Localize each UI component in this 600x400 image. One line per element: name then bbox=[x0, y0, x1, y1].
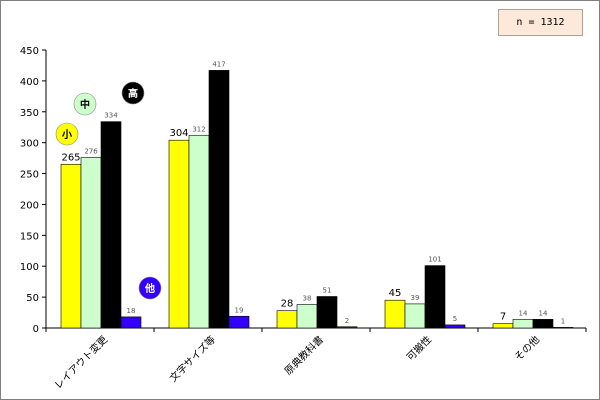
bar bbox=[384, 299, 406, 329]
y-tick-label: 50 bbox=[26, 293, 39, 304]
sample-size-box: n = 1312 bbox=[498, 9, 583, 36]
data-label: 334 bbox=[104, 112, 118, 120]
legend-label: 高 bbox=[128, 87, 138, 100]
data-label: 14 bbox=[539, 309, 548, 317]
data-label: 276 bbox=[84, 147, 98, 155]
y-tick-label: 400 bbox=[20, 77, 39, 88]
bar bbox=[296, 304, 318, 329]
bar bbox=[444, 324, 466, 329]
data-label: 38 bbox=[303, 295, 312, 303]
bar bbox=[100, 121, 122, 329]
y-tick-label: 0 bbox=[33, 324, 39, 335]
bar bbox=[208, 70, 230, 329]
y-tick-label: 350 bbox=[20, 108, 39, 119]
legend-bubble bbox=[55, 122, 79, 146]
category-label: レイアウト変更 bbox=[51, 333, 110, 392]
legend-label: 中 bbox=[80, 98, 90, 111]
bar bbox=[492, 323, 514, 329]
legend-bubble bbox=[73, 92, 97, 116]
y-tick-label: 300 bbox=[20, 139, 39, 150]
data-label: 39 bbox=[411, 294, 420, 302]
y-tick-label: 450 bbox=[20, 46, 39, 57]
bar bbox=[168, 139, 190, 329]
bar bbox=[336, 326, 358, 329]
bar bbox=[188, 134, 210, 329]
data-label: 28 bbox=[281, 299, 294, 310]
y-tick-label: 250 bbox=[20, 170, 39, 181]
bar bbox=[80, 157, 102, 329]
bar bbox=[404, 303, 426, 329]
bar bbox=[60, 163, 82, 329]
data-label: 14 bbox=[519, 309, 528, 317]
category-label: 原典教科書 bbox=[282, 333, 327, 378]
data-label: 51 bbox=[323, 286, 332, 294]
data-label: 304 bbox=[169, 128, 188, 139]
bar bbox=[276, 310, 298, 329]
data-label: 19 bbox=[235, 306, 244, 314]
legend-bubble bbox=[121, 81, 145, 105]
data-label: 417 bbox=[212, 60, 225, 68]
data-label: 2 bbox=[345, 317, 349, 325]
bar bbox=[424, 265, 446, 329]
data-label: 312 bbox=[192, 125, 205, 133]
y-tick-label: 200 bbox=[20, 200, 39, 211]
legend-bubble bbox=[138, 276, 162, 300]
legend-label: 他 bbox=[144, 282, 155, 295]
bar bbox=[120, 316, 142, 329]
data-label: 1 bbox=[561, 317, 565, 325]
bar bbox=[228, 315, 250, 329]
data-label: 265 bbox=[61, 152, 80, 163]
y-tick-label: 150 bbox=[20, 231, 39, 242]
y-tick-label: 100 bbox=[20, 262, 39, 273]
data-label: 101 bbox=[428, 256, 441, 264]
data-label: 7 bbox=[500, 312, 506, 323]
category-label: その他 bbox=[512, 333, 542, 363]
data-label: 18 bbox=[127, 307, 136, 315]
data-label: 45 bbox=[389, 288, 402, 299]
data-label: 5 bbox=[453, 315, 457, 323]
sample-size-label: n = 1312 bbox=[516, 17, 565, 28]
category-label: 文字サイズ等 bbox=[167, 333, 218, 384]
bar bbox=[532, 319, 554, 329]
bar bbox=[512, 319, 534, 329]
bar bbox=[552, 327, 574, 329]
legend-label: 小 bbox=[61, 128, 72, 141]
bar bbox=[316, 296, 338, 329]
category-label: 可搬性 bbox=[404, 333, 434, 363]
